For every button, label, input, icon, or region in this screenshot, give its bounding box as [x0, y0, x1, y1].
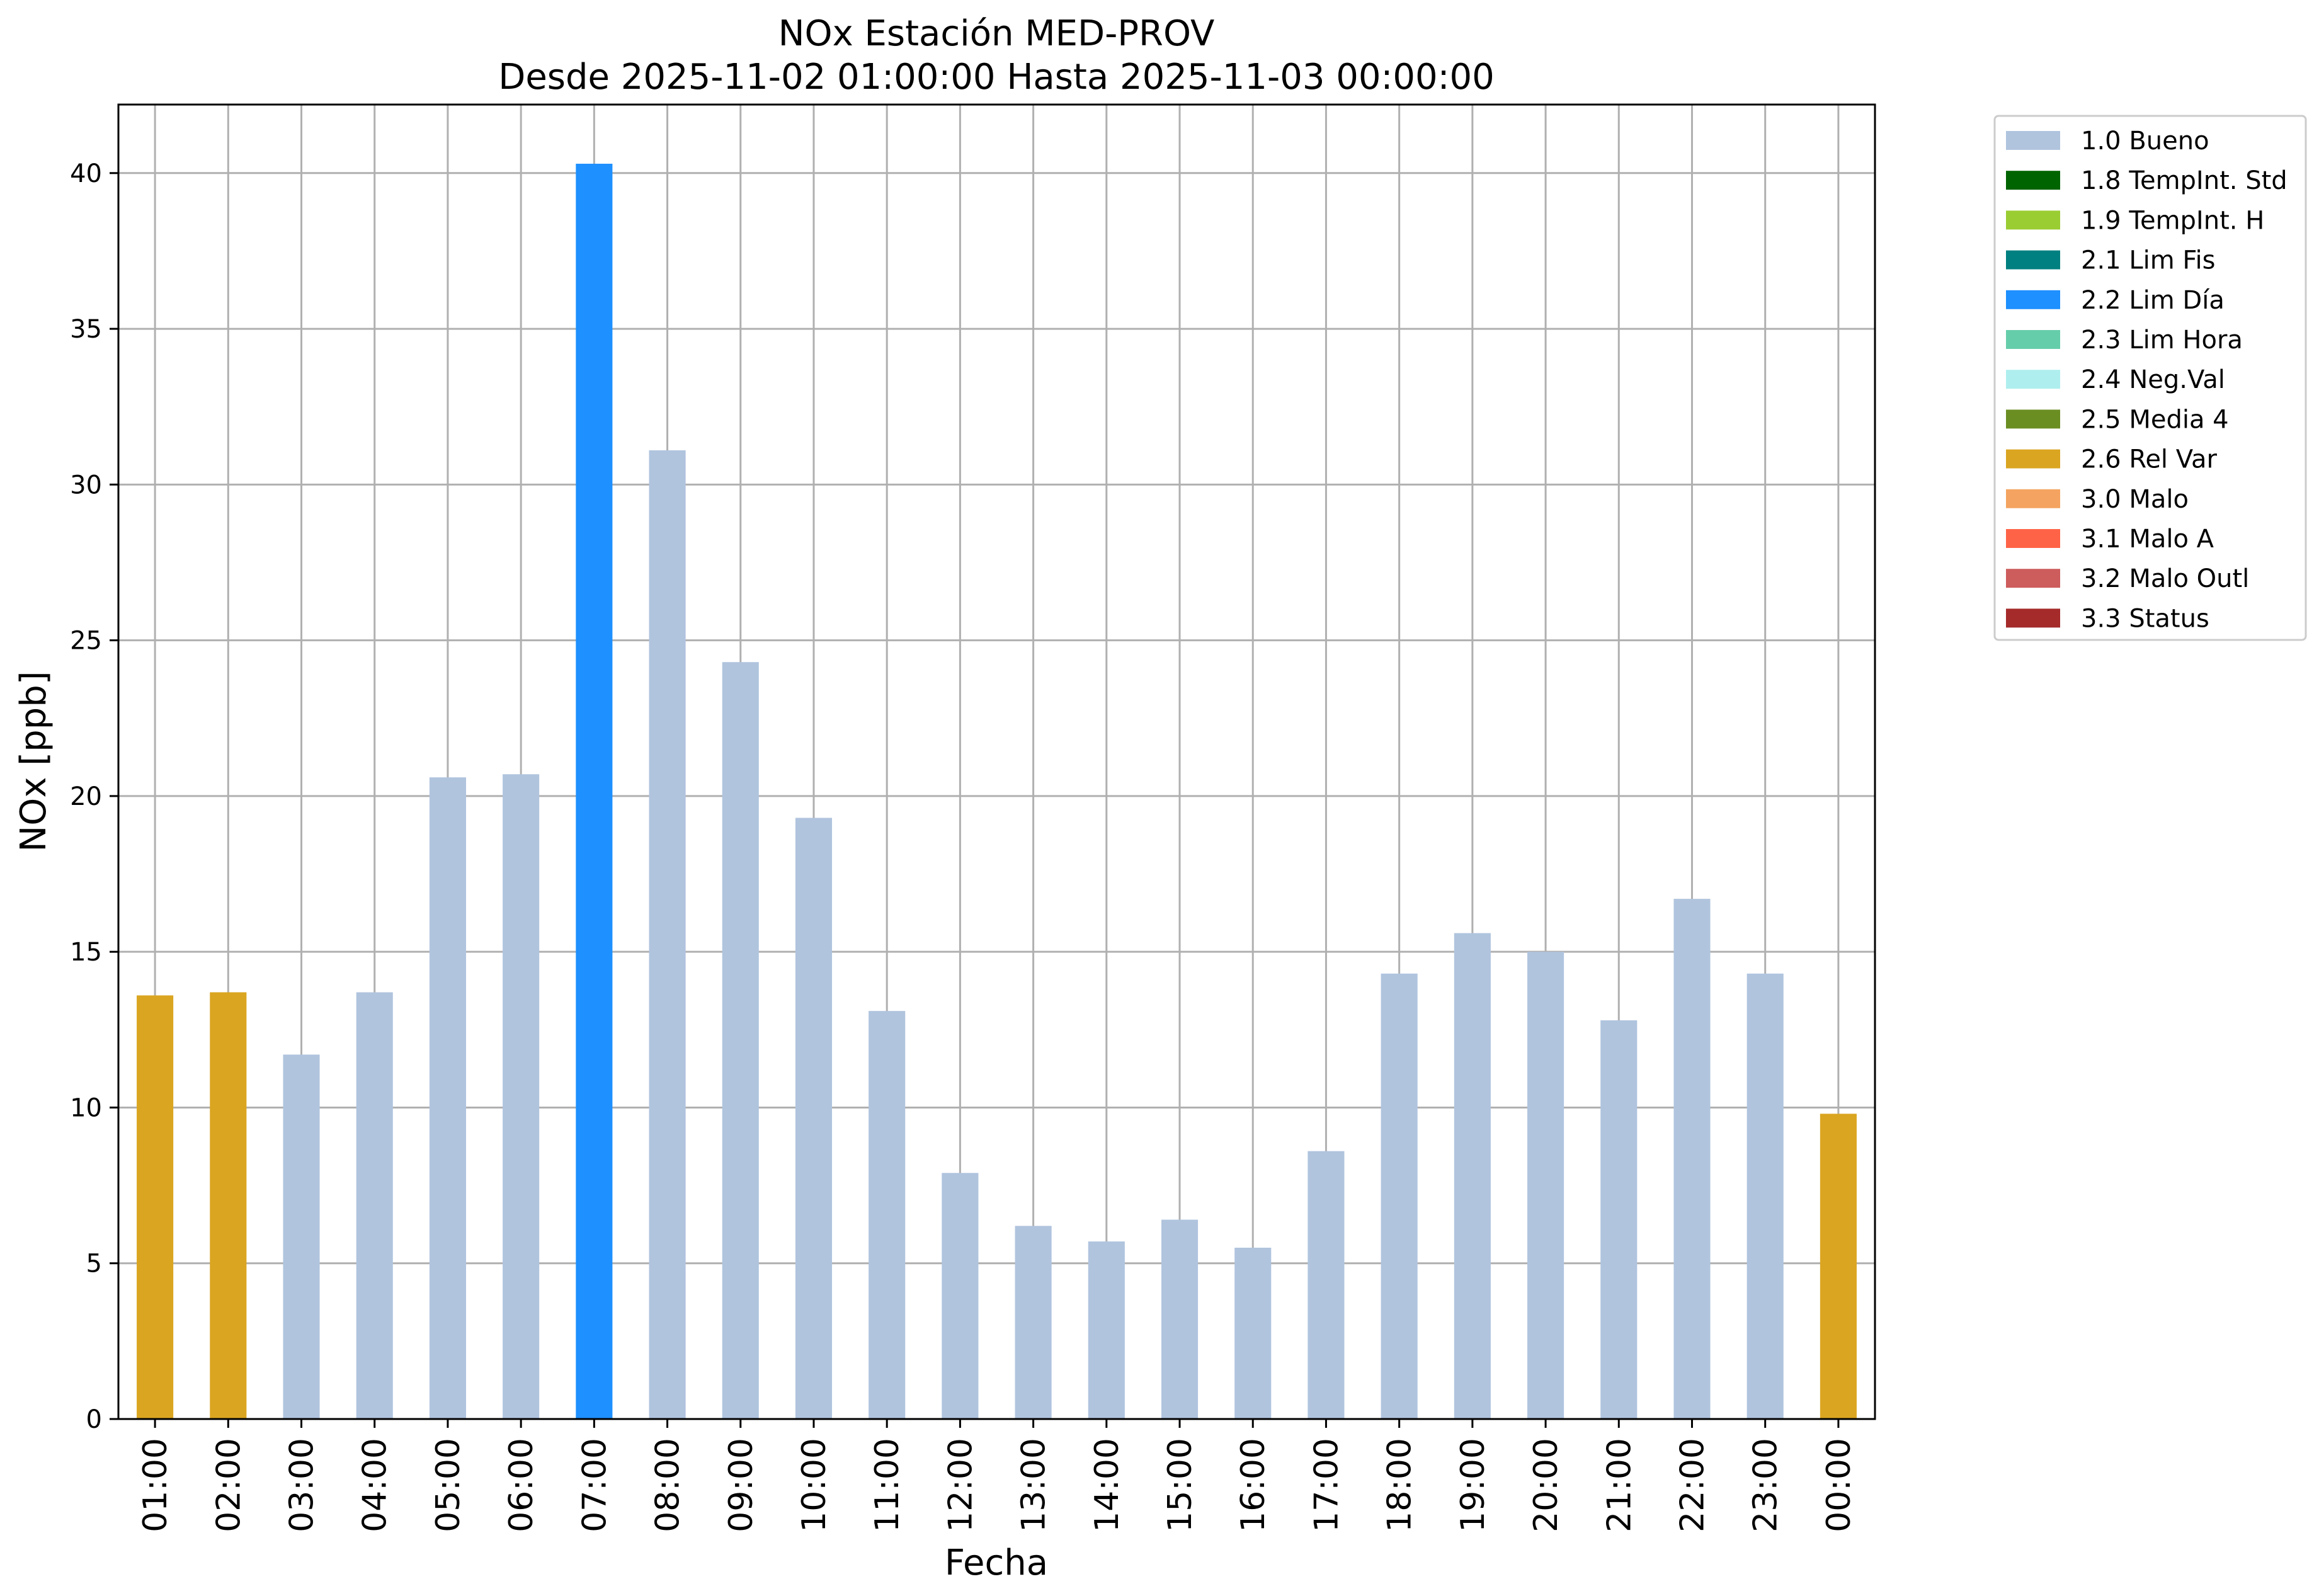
legend-swatch: [2006, 171, 2060, 190]
y-tick-label: 10: [70, 1093, 102, 1122]
x-tick-label: 11:00: [869, 1438, 906, 1532]
x-tick-label: 04:00: [356, 1438, 394, 1532]
bar-0900: [722, 662, 759, 1419]
x-tick-label: 13:00: [1015, 1438, 1053, 1532]
bar-2200: [1673, 899, 1711, 1419]
legend-label: 2.5 Media 4: [2081, 405, 2229, 434]
x-tick-label: 19:00: [1454, 1438, 1492, 1532]
bar-2000: [1527, 952, 1564, 1419]
x-tick-label: 18:00: [1381, 1438, 1419, 1532]
x-tick-label: 22:00: [1673, 1438, 1711, 1532]
y-tick-label: 20: [70, 782, 102, 811]
bar-0300: [283, 1054, 320, 1419]
bar-0600: [503, 774, 540, 1419]
x-tick-label: 20:00: [1527, 1438, 1565, 1532]
legend-label: 3.1 Malo A: [2081, 525, 2214, 554]
bar-0400: [356, 992, 393, 1419]
legend-swatch: [2006, 449, 2060, 469]
legend-label: 1.0 Bueno: [2081, 127, 2209, 156]
plot-frame: [117, 103, 1876, 1420]
x-tick-label: 01:00: [137, 1438, 174, 1532]
x-tick-label: 08:00: [649, 1438, 687, 1532]
x-tick-label: 07:00: [576, 1438, 613, 1532]
x-axis-label: Fecha: [945, 1542, 1048, 1583]
chart-subtitle: Desde 2025-11-02 01:00:00 Hasta 2025-11-…: [498, 57, 1495, 98]
legend-swatch: [2006, 569, 2060, 588]
legend-swatch: [2006, 370, 2060, 389]
x-axis: 01:00 02:00 03:00 04:00 05:00 06:00 07:00 08:00…: [137, 1419, 1858, 1532]
bar-1500: [1161, 1219, 1199, 1419]
bar-0800: [649, 450, 686, 1420]
x-tick-label: 10:00: [795, 1438, 833, 1532]
legend-label: 2.4 Neg.Val: [2081, 365, 2225, 394]
legend-swatch: [2006, 131, 2060, 150]
legend-swatch: [2006, 330, 2060, 349]
x-tick-label: 14:00: [1088, 1438, 1126, 1532]
legend-label: 2.3 Lim Hora: [2081, 326, 2243, 355]
legend-swatch: [2006, 290, 2060, 309]
bar-2100: [1600, 1020, 1638, 1419]
y-tick-label: 40: [70, 159, 102, 188]
bar-1700: [1308, 1151, 1345, 1419]
x-tick-label: 09:00: [722, 1438, 760, 1532]
legend-label: 3.0 Malo: [2081, 485, 2189, 514]
bar-1300: [1015, 1226, 1052, 1419]
x-tick-label: 21:00: [1600, 1438, 1638, 1532]
bar-1000: [795, 818, 833, 1419]
y-tick-label: 35: [70, 315, 102, 344]
legend-label: 1.8 TempInt. Std: [2081, 166, 2288, 195]
bar-0500: [429, 777, 466, 1419]
bar-1800: [1381, 973, 1418, 1419]
bar-0700: [576, 163, 613, 1419]
x-tick-label: 03:00: [283, 1438, 321, 1532]
legend-swatch: [2006, 250, 2060, 270]
x-tick-label: 12:00: [942, 1438, 979, 1532]
legend-label: 2.6 Rel Var: [2081, 445, 2218, 474]
bar-0000: [1820, 1114, 1857, 1419]
y-tick-label: 25: [70, 627, 102, 656]
legend: 1.0 Bueno 1.8 TempInt. Std 1.9 TempInt. H 2…: [1993, 115, 2307, 641]
x-tick-label: 02:00: [210, 1438, 248, 1532]
x-tick-label: 06:00: [503, 1438, 540, 1532]
bars-group: [137, 163, 1857, 1420]
legend-swatch: [2006, 489, 2060, 508]
bar-2300: [1746, 973, 1784, 1419]
bar-1900: [1454, 933, 1491, 1419]
x-tick-label: 05:00: [430, 1438, 467, 1532]
chart-title: NOx Estación MED-PROV: [778, 13, 1215, 54]
y-tick-label: 30: [70, 470, 102, 499]
x-tick-label: 23:00: [1747, 1438, 1785, 1532]
bar-1600: [1234, 1247, 1272, 1419]
y-tick-label: 0: [86, 1405, 102, 1434]
legend-swatch: [2006, 608, 2060, 628]
bar-1100: [869, 1011, 906, 1419]
legend-label: 3.3 Status: [2081, 604, 2209, 633]
bar-0100: [137, 995, 174, 1419]
legend-swatch: [2006, 529, 2060, 548]
legend-label: 2.1 Lim Fis: [2081, 246, 2215, 275]
legend-swatch: [2006, 409, 2060, 429]
bar-1400: [1088, 1241, 1125, 1419]
bar-1200: [942, 1173, 979, 1419]
legend-frame: [1993, 115, 2307, 641]
x-tick-label: 00:00: [1820, 1438, 1858, 1532]
y-axis: 0 5 10 15 20 25 30 35 40: [70, 159, 118, 1434]
legend-label: 3.2 Malo Outl: [2081, 564, 2249, 593]
x-tick-label: 15:00: [1161, 1438, 1199, 1532]
y-tick-label: 5: [86, 1250, 102, 1279]
y-axis-label: NOx [ppb]: [13, 671, 54, 852]
x-tick-label: 17:00: [1308, 1438, 1345, 1532]
legend-swatch: [2006, 210, 2060, 230]
x-tick-label: 16:00: [1234, 1438, 1272, 1532]
bar-0200: [210, 992, 247, 1419]
legend-label: 2.2 Lim Día: [2081, 286, 2225, 315]
y-tick-label: 15: [70, 938, 102, 967]
legend-label: 1.9 TempInt. H: [2081, 206, 2264, 235]
